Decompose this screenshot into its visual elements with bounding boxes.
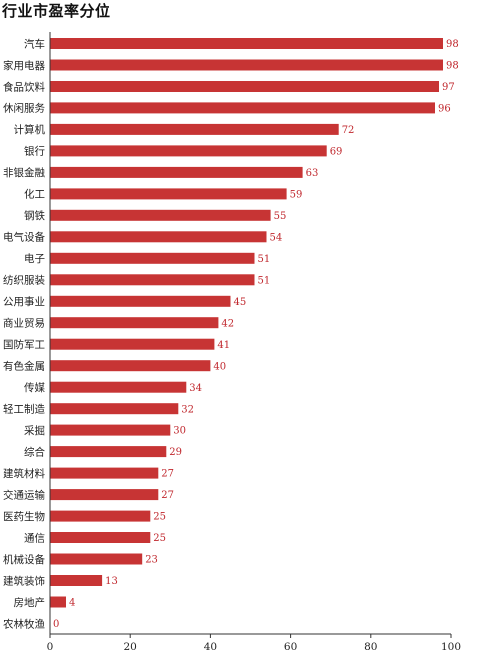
bar [50,489,159,501]
bar [50,123,339,135]
category-label: 钢铁 [24,209,45,222]
x-tick-label: 20 [124,641,137,653]
bars-group [50,38,443,608]
category-label: 医药生物 [3,510,45,523]
category-label: 电气设备 [3,231,45,244]
chart-title: 行业市盈率分位 [2,2,111,20]
data-label: 42 [221,318,234,329]
bar [50,188,287,200]
data-label: 51 [258,275,271,286]
x-axis: 0 20 40 60 80 100 [47,32,461,653]
bar [50,553,143,565]
data-label: 30 [173,426,186,437]
bar [50,274,255,286]
data-label: 29 [169,447,182,458]
category-label: 化工 [24,188,45,201]
data-label: 27 [161,490,174,501]
bar [50,575,103,586]
bar [50,81,439,92]
category-label: 公用事业 [3,295,45,308]
data-label: 55 [274,211,287,222]
data-label: 97 [442,82,455,93]
data-label: 41 [217,340,230,351]
x-tick-label: 80 [364,641,377,653]
category-label: 汽车 [24,37,45,50]
data-label: 25 [153,533,166,544]
category-label: 交通运输 [3,488,45,501]
bar [50,360,211,372]
bar [50,231,267,243]
category-label: 商业贸易 [3,317,45,330]
data-label: 98 [446,39,459,50]
bar [50,403,179,415]
bar [50,295,231,307]
category-label: 食品饮料 [3,80,45,93]
data-label: 34 [189,383,202,394]
data-label: 45 [234,297,247,308]
x-tick-label: 0 [47,641,54,653]
category-label: 有色金属 [3,360,45,373]
x-tick-label: 60 [284,641,297,653]
bar [50,446,167,458]
bar [50,102,435,114]
category-label: 家用电器 [3,59,45,72]
data-label: 59 [290,190,303,201]
bar [50,145,327,157]
bar [50,317,219,329]
x-tick-label: 100 [441,641,461,653]
data-label: 69 [330,147,343,158]
bar [50,532,151,543]
data-label: 0 [53,619,59,630]
bar [50,59,443,71]
data-label: 25 [153,512,166,523]
data-label: 63 [306,168,319,179]
category-label: 农林牧渔 [3,617,45,630]
category-label: 传媒 [24,381,45,394]
bar [50,38,443,49]
category-label: 银行 [24,145,45,158]
data-label: 40 [213,361,226,372]
data-label: 4 [69,598,75,609]
data-label: 54 [270,232,283,243]
category-label: 计算机 [14,123,46,136]
data-label: 72 [342,125,355,136]
data-label: 96 [438,104,451,115]
bar [50,596,66,608]
data-label: 32 [181,404,194,415]
category-label: 采掘 [24,424,45,437]
category-label: 国防军工 [3,338,45,351]
data-label: 98 [446,61,459,72]
bar [50,209,271,221]
data-label: 27 [161,469,174,480]
bar [50,510,151,522]
category-label: 休闲服务 [3,102,45,115]
category-label: 建筑材料 [3,467,45,480]
bar [50,252,255,264]
category-label: 电子 [24,252,45,265]
data-label: 51 [258,254,271,265]
bar [50,338,215,350]
data-label: 23 [145,555,158,566]
category-label: 非银金融 [3,166,45,179]
category-label: 通信 [24,532,45,544]
data-label: 13 [105,576,118,587]
x-tick-label: 40 [204,641,217,653]
bar [50,424,171,436]
category-label: 房地产 [14,596,46,609]
bar [50,381,187,393]
category-labels: 汽车家用电器食品饮料休闲服务计算机银行非银金融化工钢铁电气设备电子纺织服装公用事… [3,37,45,630]
category-label: 纺织服装 [3,274,45,287]
bar [50,166,303,178]
category-label: 轻工制造 [3,403,45,416]
category-label: 机械设备 [3,553,45,566]
category-label: 建筑装饰 [3,574,45,587]
category-label: 综合 [24,445,45,458]
bar [50,467,159,479]
